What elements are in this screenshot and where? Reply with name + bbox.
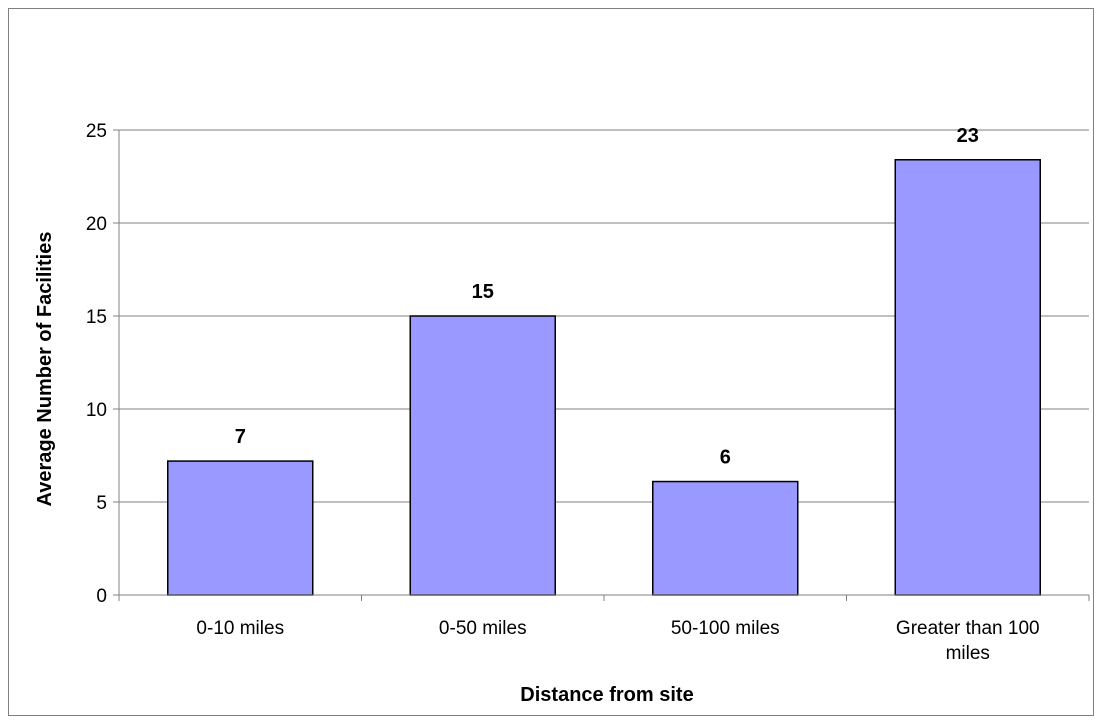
labels: 0 5 10 15 20 25 7 0-10 miles 15 0-50 miles 6 50-100… — [86, 121, 1040, 664]
x-tick-label: 50-100 miles — [671, 618, 780, 639]
y-tick-label: 0 — [96, 586, 107, 607]
axes — [113, 129, 1090, 601]
x-tick-label: miles — [946, 643, 990, 664]
bar-chart: 0 5 10 15 20 25 7 0-10 miles 15 0-50 miles 6 50-100… — [34, 121, 1090, 706]
data-label: 15 — [472, 281, 494, 303]
y-tick-label: 5 — [96, 493, 107, 514]
data-label: 6 — [720, 447, 731, 469]
bar — [894, 159, 1041, 596]
bar — [652, 480, 799, 596]
y-tick-label: 20 — [86, 214, 107, 235]
y-axis-title: Average Number of Facilities — [34, 232, 56, 507]
y-tick-label: 25 — [86, 121, 107, 142]
chart-area: 0 5 10 15 20 25 7 0-10 miles 15 0-50 miles 6 50-100… — [8, 8, 1094, 716]
x-tick-label: Greater than 100 — [896, 618, 1040, 639]
data-label: 7 — [235, 426, 246, 448]
bars — [167, 159, 1041, 596]
y-tick-label: 10 — [86, 400, 107, 421]
x-axis-title: Distance from site — [520, 684, 693, 706]
x-tick-label: 0-10 miles — [196, 618, 284, 639]
x-tick-label: 0-50 miles — [439, 618, 527, 639]
y-tick-label: 15 — [86, 307, 107, 328]
bar — [167, 460, 314, 596]
bar — [409, 315, 556, 596]
data-label: 23 — [957, 125, 979, 147]
